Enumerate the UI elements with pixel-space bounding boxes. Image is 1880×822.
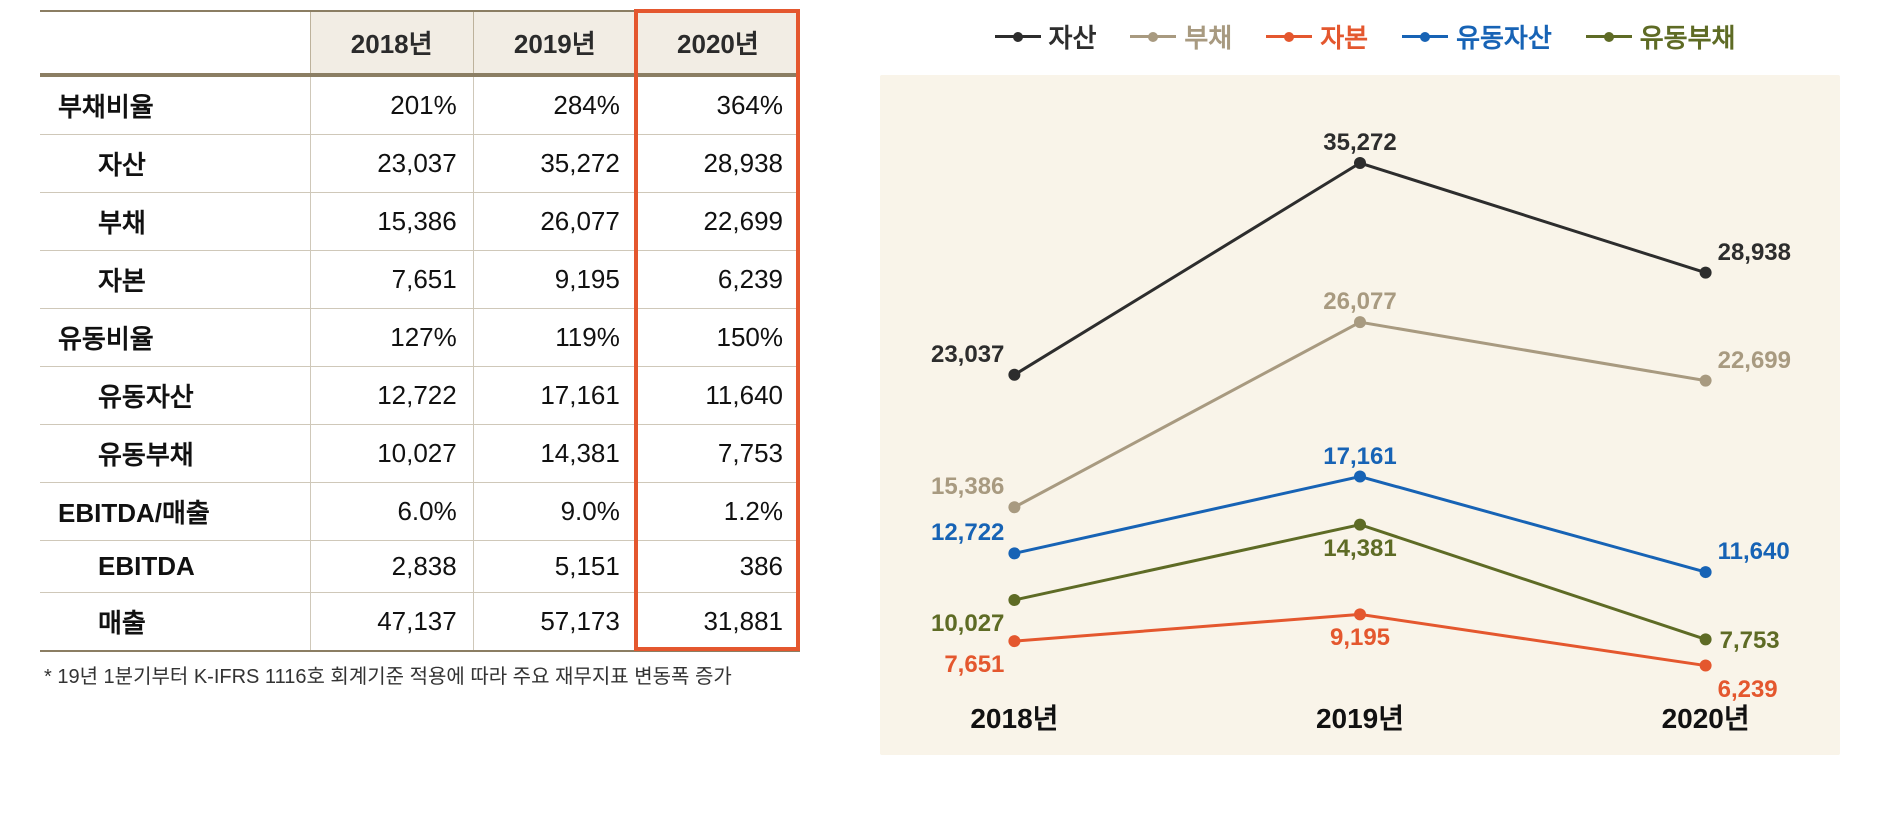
table-cell: 23,037 [310, 135, 473, 193]
table-cell: 201% [310, 75, 473, 135]
table-cell: 12,722 [310, 367, 473, 425]
row-label: 유동부채 [40, 425, 310, 483]
header-2018: 2018년 [310, 11, 473, 75]
table-cell: 6.0% [310, 483, 473, 541]
data-point-label: 7,753 [1720, 627, 1780, 655]
table-cell: 47,137 [310, 593, 473, 652]
header-blank [40, 11, 310, 75]
data-point-label: 35,272 [1323, 129, 1396, 157]
data-point-label: 26,077 [1323, 288, 1396, 316]
table-row: 매출47,13757,17331,881 [40, 593, 800, 652]
table-row: 유동부채10,02714,3817,753 [40, 425, 800, 483]
table-cell: 35,272 [473, 135, 636, 193]
legend-item: 자본 [1266, 18, 1368, 55]
data-point-label: 9,195 [1330, 624, 1390, 652]
data-point-label: 14,381 [1323, 535, 1396, 563]
data-point-label: 22,699 [1718, 347, 1791, 375]
table-cell: 22,699 [636, 193, 799, 251]
data-point-label: 28,938 [1718, 239, 1791, 267]
table-cell: 15,386 [310, 193, 473, 251]
table-cell: 17,161 [473, 367, 636, 425]
table-cell: 10,027 [310, 425, 473, 483]
table-cell: 386 [636, 541, 799, 593]
row-label: 자산 [40, 135, 310, 193]
row-label: 유동비율 [40, 309, 310, 367]
legend-swatch [1130, 35, 1176, 38]
table-cell: 28,938 [636, 135, 799, 193]
legend-item: 자산 [995, 18, 1097, 55]
row-label: 매출 [40, 593, 310, 652]
data-point-label: 10,027 [931, 610, 1004, 638]
table-cell: 364% [636, 75, 799, 135]
table-cell: 5,151 [473, 541, 636, 593]
table-header-row: 2018년 2019년 2020년 [40, 11, 800, 75]
legend-swatch [1586, 35, 1632, 38]
table-cell: 119% [473, 309, 636, 367]
table-cell: 57,173 [473, 593, 636, 652]
table-row: 자산23,03735,27228,938 [40, 135, 800, 193]
table-cell: 26,077 [473, 193, 636, 251]
table-footnote: * 19년 1분기부터 K-IFRS 1116호 회계기준 적용에 따라 주요 … [40, 652, 800, 689]
line-chart: 23,037 35,272 28,938 15,386 26,077 22,699 7,65… [880, 75, 1840, 755]
data-point-label: 17,161 [1323, 443, 1396, 471]
header-2019: 2019년 [473, 11, 636, 75]
x-axis-label: 2018년 [970, 697, 1058, 737]
row-label: 부채비율 [40, 75, 310, 135]
table-cell: 7,651 [310, 251, 473, 309]
data-point-label: 23,037 [931, 341, 1004, 369]
data-point-label: 7,651 [944, 651, 1004, 679]
legend-swatch [1266, 35, 1312, 38]
table-row: 자본7,6519,1956,239 [40, 251, 800, 309]
table-cell: 7,753 [636, 425, 799, 483]
legend-item: 부채 [1130, 18, 1232, 55]
table-row: 유동자산12,72217,16111,640 [40, 367, 800, 425]
legend-swatch [995, 35, 1041, 38]
header-2020: 2020년 [636, 11, 799, 75]
table-cell: 6,239 [636, 251, 799, 309]
chart-legend: 자산 부채 자본 유동자산 유동부채 [880, 18, 1850, 55]
chart-container: 자산부채자본유동자산유동부채 23,03735,27228,93815,3862… [800, 10, 1850, 812]
table-cell: 1.2% [636, 483, 799, 541]
x-axis-label: 2020년 [1662, 697, 1750, 737]
row-label: EBITDA/매출 [40, 483, 310, 541]
table-cell: 9.0% [473, 483, 636, 541]
table-cell: 11,640 [636, 367, 799, 425]
chart-svg [880, 75, 1840, 755]
legend-item: 유동부채 [1586, 18, 1736, 55]
table-cell: 2,838 [310, 541, 473, 593]
data-point-label: 15,386 [931, 473, 1004, 501]
table-cell: 284% [473, 75, 636, 135]
row-label: 유동자산 [40, 367, 310, 425]
row-label: 자본 [40, 251, 310, 309]
table-cell: 9,195 [473, 251, 636, 309]
legend-label: 유동자산 [1456, 18, 1552, 55]
row-label: EBITDA [40, 541, 310, 593]
table-row: EBITDA2,8385,151386 [40, 541, 800, 593]
table-row: 부채15,38626,07722,699 [40, 193, 800, 251]
data-point-label: 11,640 [1718, 538, 1790, 566]
table-cell: 150% [636, 309, 799, 367]
financial-table: 2018년 2019년 2020년 부채비율201%284%364%자산23,0… [40, 10, 800, 652]
x-axis-label: 2019년 [1316, 697, 1404, 737]
table-row: 부채비율201%284%364% [40, 75, 800, 135]
legend-swatch [1402, 35, 1448, 38]
data-point-label: 12,722 [931, 519, 1004, 547]
table-cell: 31,881 [636, 593, 799, 652]
legend-label: 부채 [1184, 18, 1232, 55]
table-row: 유동비율127%119%150% [40, 309, 800, 367]
table-row: EBITDA/매출6.0%9.0%1.2% [40, 483, 800, 541]
row-label: 부채 [40, 193, 310, 251]
table-cell: 127% [310, 309, 473, 367]
legend-label: 유동부채 [1640, 18, 1736, 55]
table-cell: 14,381 [473, 425, 636, 483]
legend-label: 자산 [1049, 18, 1097, 55]
legend-label: 자본 [1320, 18, 1368, 55]
financial-table-container: 2018년 2019년 2020년 부채비율201%284%364%자산23,0… [40, 10, 800, 812]
legend-item: 유동자산 [1402, 18, 1552, 55]
